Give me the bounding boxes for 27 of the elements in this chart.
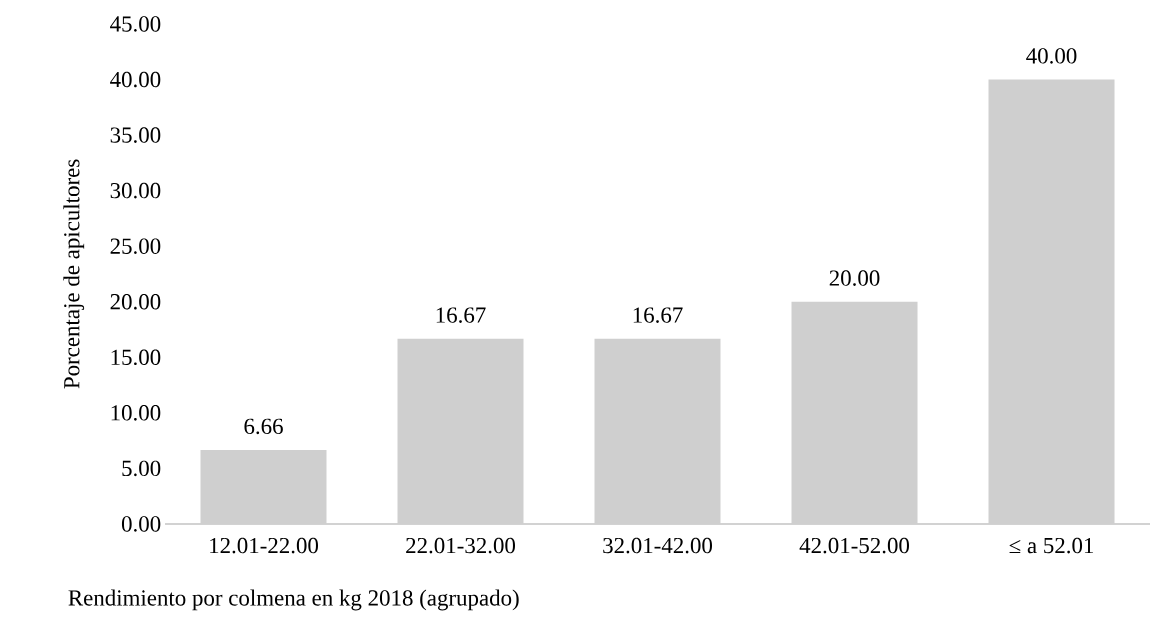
y-tick-label: 15.00 — [111, 349, 161, 366]
x-tick-label: 32.01-42.00 — [603, 537, 713, 554]
bar — [988, 79, 1115, 524]
bar — [397, 338, 524, 524]
y-tick-label: 40.00 — [110, 71, 161, 88]
y-tick-label: 30.00 — [110, 182, 161, 199]
x-tick-label: 22.01-32.00 — [406, 537, 516, 554]
y-tick-label: 45.00 — [110, 16, 161, 32]
data-label: 20.00 — [829, 270, 880, 286]
y-tick-label: 35.00 — [110, 127, 161, 143]
y-tick-label: 25.00 — [110, 238, 161, 254]
data-label: 40.00 — [1026, 48, 1077, 64]
bar — [791, 301, 918, 524]
y-tick-label: 0.00 — [121, 516, 161, 532]
data-label: 16.67 — [633, 307, 683, 323]
bar — [594, 338, 721, 524]
y-tick-label: 10.00 — [111, 405, 161, 421]
y-tick-label: 20.00 — [110, 293, 161, 310]
data-label: 6.66 — [244, 418, 283, 435]
y-axis-title: Porcentaje de apicultores — [63, 159, 85, 389]
data-label: 16.67 — [436, 307, 486, 323]
x-axis-title: Rendimiento por colmena en kg 2018 (agrupado) — [68, 589, 519, 611]
x-tick-label: ≤ a 52.01 — [1009, 537, 1094, 554]
x-tick-label: 12.01-22.00 — [210, 537, 319, 554]
bar — [200, 449, 327, 524]
y-tick-label: 5.00 — [122, 460, 161, 477]
x-tick-label: 42.01-52.00 — [799, 537, 910, 554]
